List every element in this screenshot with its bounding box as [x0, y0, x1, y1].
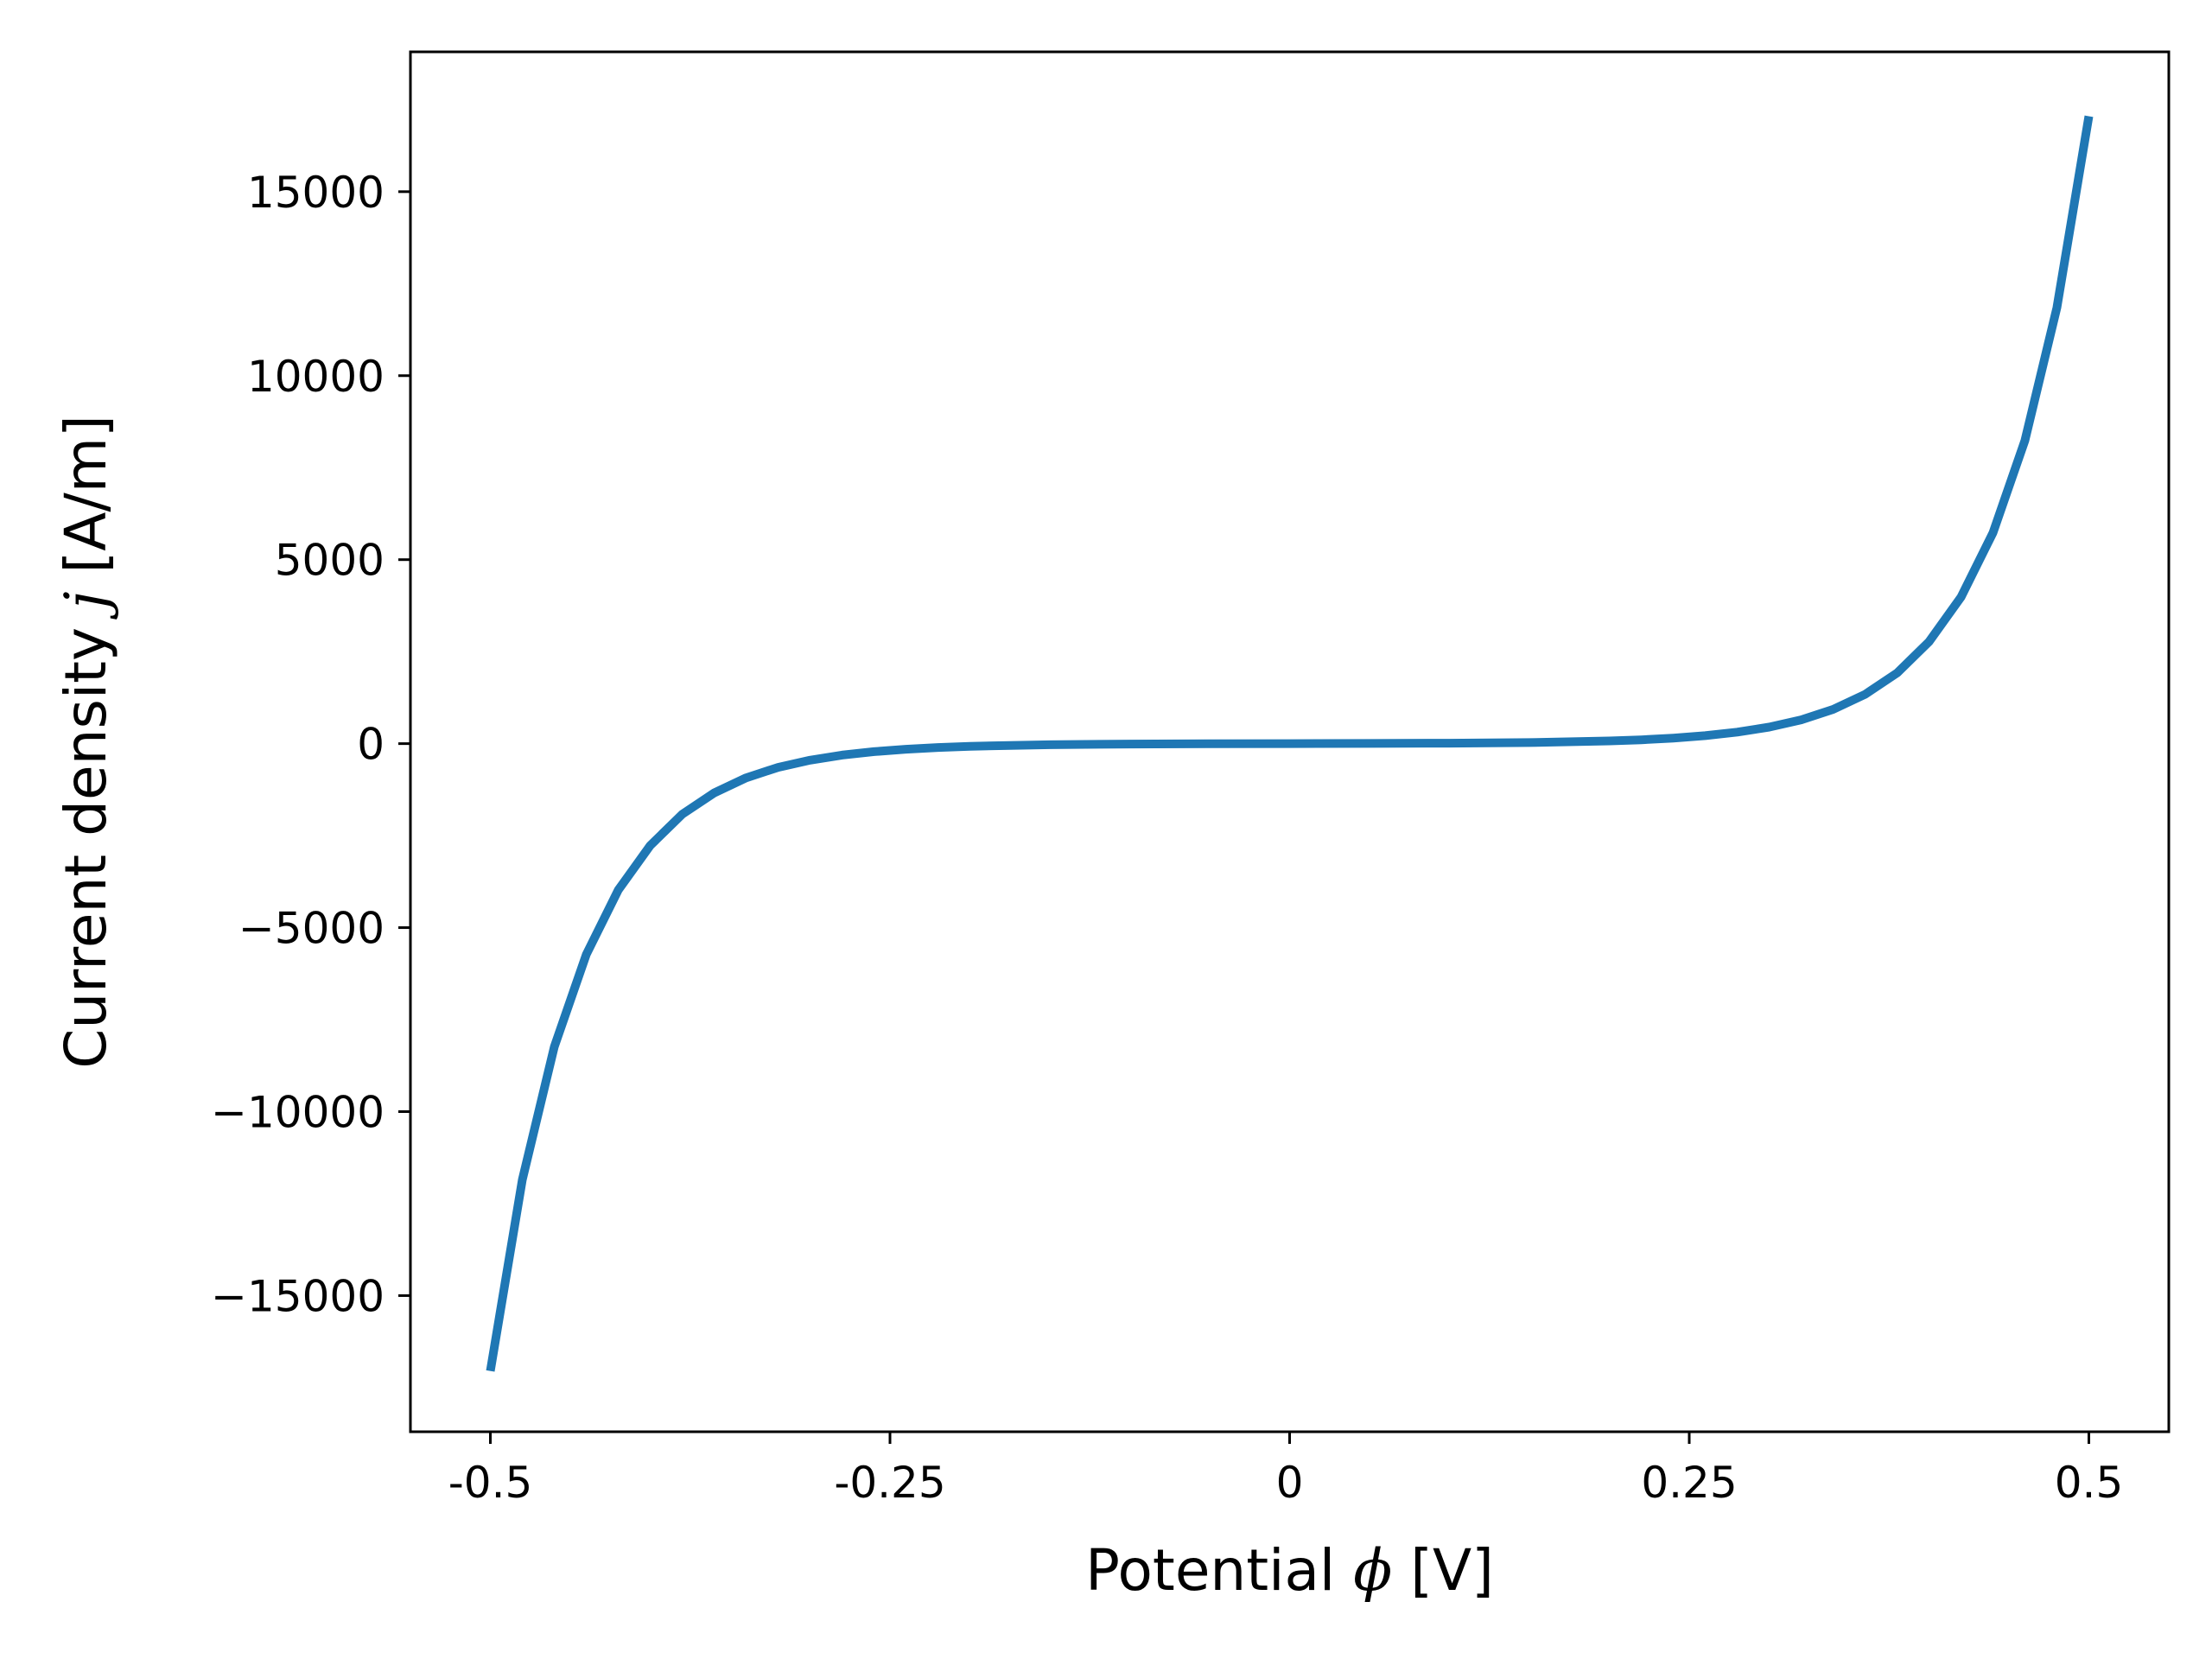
x-tick-label: -0.25: [834, 1458, 945, 1508]
x-axis-label-prefix: Potential: [1085, 1537, 1353, 1604]
y-axis-label-prefix: Current density: [53, 609, 119, 1069]
y-tick-label: 15000: [247, 168, 385, 218]
x-axis-label-symbol: ϕ: [1353, 1537, 1392, 1604]
y-axis-label: Current density j [A/m]: [53, 415, 119, 1068]
x-axis-label: Potential ϕ [V]: [1085, 1537, 1494, 1604]
x-axis-label-suffix: [V]: [1392, 1537, 1494, 1604]
y-tick-label: 0: [357, 720, 385, 770]
plot-frame: [409, 50, 2171, 1433]
x-tick-label: 0.25: [1641, 1458, 1737, 1508]
data-line: [486, 115, 2094, 1372]
x-tick-label: -0.5: [448, 1458, 533, 1508]
ticks-layer: -0.5 -0.25 0 0.25 0.5 −15000 −10000 −5000 0 5000 1…: [211, 168, 2123, 1508]
x-tick-label: 0.5: [2055, 1458, 2124, 1508]
y-tick-label: −10000: [211, 1087, 385, 1137]
y-tick-label: −15000: [211, 1271, 385, 1321]
series-layer: [486, 115, 2094, 1372]
x-tick-label: 0: [1276, 1458, 1304, 1508]
y-tick-label: −5000: [238, 904, 385, 954]
y-tick-label: 5000: [275, 536, 385, 586]
y-axis-label-suffix: [A/m]: [53, 415, 119, 591]
y-tick-label: 10000: [247, 352, 385, 402]
